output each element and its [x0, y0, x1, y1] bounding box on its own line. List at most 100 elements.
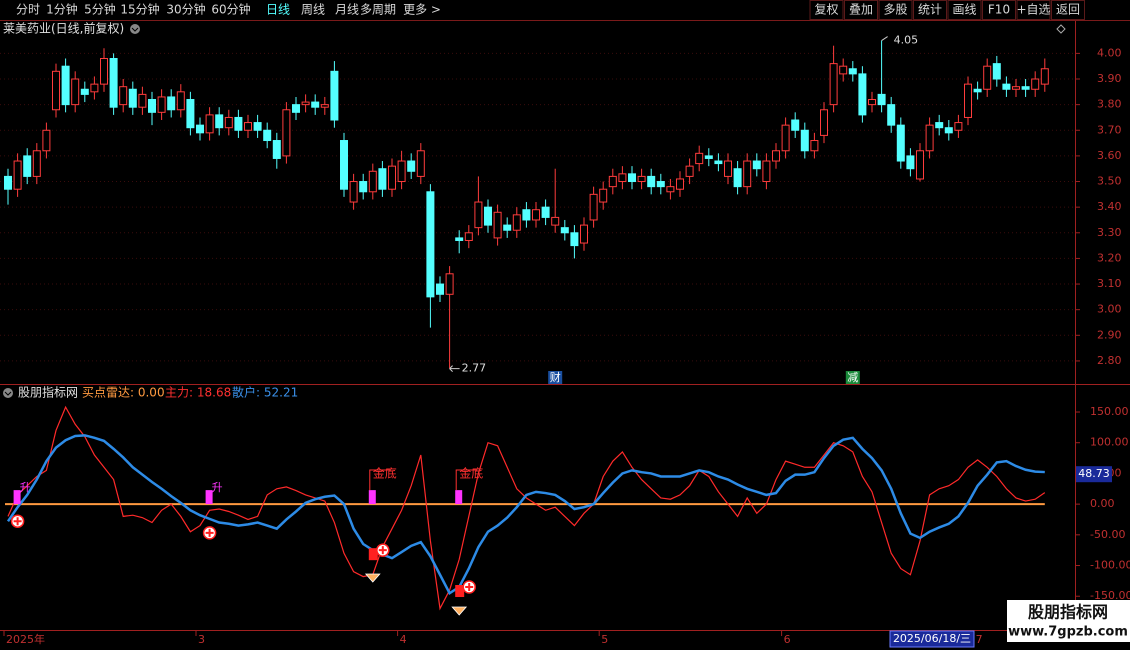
signal-label: 升	[212, 481, 223, 494]
candle-body	[474, 201, 483, 229]
candle-body	[330, 70, 339, 121]
y-tick-label: 3.10	[1097, 277, 1122, 290]
toolbar-item[interactable]: 更多 >	[403, 3, 441, 17]
y-tick-label: 4.00	[1097, 46, 1122, 59]
candle-body	[810, 140, 819, 152]
candle-body	[608, 175, 617, 188]
event-badge[interactable]	[548, 371, 563, 384]
candle-body	[877, 93, 886, 106]
event-label[interactable]: 减	[847, 371, 858, 384]
toolbar-item[interactable]: 30分钟	[166, 2, 205, 17]
toolbar-button[interactable]	[844, 0, 878, 20]
event-label[interactable]: 财	[550, 370, 561, 384]
candle-body	[848, 68, 857, 75]
annotation-arrow	[449, 365, 460, 372]
y-tick-label: 150.00	[1090, 405, 1129, 418]
event-badge[interactable]	[845, 371, 860, 384]
cursor-value-label: 48.73	[1078, 467, 1110, 480]
candle-body	[186, 99, 195, 129]
candle-body	[244, 122, 252, 131]
candle-body	[301, 101, 310, 106]
annotation-arrow	[881, 36, 888, 41]
signal-diamond	[451, 606, 468, 616]
toolbar-item[interactable]: 周线	[301, 3, 325, 17]
toolbar-item[interactable]: 多周期	[360, 3, 396, 17]
candle-body	[1031, 78, 1040, 90]
toolbar-item[interactable]: 15分钟	[120, 2, 159, 17]
toolbar-button[interactable]	[878, 0, 913, 20]
signal-plus	[13, 517, 22, 526]
x-tick-label: 3	[198, 633, 205, 646]
signal-plus	[378, 546, 387, 555]
candle-body	[176, 91, 185, 111]
candle-body	[522, 209, 531, 221]
candle-body	[1040, 68, 1049, 85]
title-menu-icon[interactable]	[130, 24, 140, 34]
toolbar-button-label[interactable]: 画线	[952, 3, 976, 17]
candle-body	[560, 227, 569, 234]
toolbar-item[interactable]: 分时	[16, 3, 40, 17]
toolbar-item[interactable]: 60分钟	[211, 2, 250, 17]
toolbar-button-label[interactable]: F10	[988, 3, 1010, 17]
candle-body	[138, 93, 147, 108]
toolbar-button-label[interactable]: 复权	[814, 3, 838, 17]
candle-body	[13, 160, 22, 190]
candle-body	[311, 101, 320, 108]
candle-body	[973, 88, 982, 93]
indicator-menu-icon[interactable]	[3, 388, 13, 398]
toolbar-item[interactable]: 月线	[335, 3, 359, 17]
candle-body	[839, 65, 848, 75]
chart-title: 莱美药业(日线,前复权)	[3, 21, 124, 36]
y-tick-label: 0.00	[1090, 497, 1115, 510]
candle-body	[724, 160, 732, 177]
toolbar-button-label[interactable]: 叠加	[849, 3, 873, 17]
toolbar-item[interactable]: 1分钟	[46, 2, 78, 17]
candle-body	[436, 283, 444, 295]
toolbar-item[interactable]: 日线	[266, 3, 290, 17]
y-tick-label: 3.60	[1097, 149, 1122, 162]
candle-body	[292, 104, 300, 113]
toolbar-button-label[interactable]: 统计	[918, 3, 942, 17]
candle-body	[752, 160, 761, 170]
candle-body	[1021, 86, 1030, 90]
candle-body	[800, 129, 809, 152]
y-tick-label: 3.20	[1097, 251, 1122, 264]
candle-body	[157, 96, 166, 113]
toolbar-button-label[interactable]: 多股	[883, 3, 907, 17]
toolbar-button-label[interactable]: 返回	[1056, 3, 1080, 17]
candle-body	[167, 96, 176, 111]
toolbar-button[interactable]	[982, 0, 1016, 20]
candle-body	[954, 122, 963, 131]
toolbar-button-label[interactable]: +自选	[1016, 3, 1050, 17]
y-tick-label: 3.40	[1097, 200, 1122, 213]
candle-body	[397, 160, 406, 183]
candle-body	[532, 209, 540, 221]
toolbar-button[interactable]	[947, 0, 982, 20]
candle-body	[205, 114, 214, 134]
candle-body	[416, 150, 425, 177]
toolbar-item[interactable]: 5分钟	[84, 2, 116, 17]
readout: 买点雷达: 0.00	[82, 386, 165, 400]
indicator-line	[7, 405, 1046, 611]
candle-body	[829, 63, 838, 106]
candle-body	[992, 63, 1001, 80]
x-tick-label: 2025年	[6, 632, 45, 646]
candle-body	[1012, 86, 1020, 90]
candle-body	[964, 83, 972, 118]
y-tick-label: -50.00	[1090, 528, 1125, 541]
candle-body	[23, 155, 32, 177]
toolbar-button[interactable]	[1051, 0, 1085, 20]
toolbar-button[interactable]	[809, 0, 844, 20]
candle-body	[61, 65, 70, 106]
y-tick-label: 3.50	[1097, 175, 1122, 188]
candle-body	[407, 160, 416, 172]
signal-label: 升	[20, 481, 31, 494]
candle-body	[916, 150, 924, 180]
signal-diamond	[364, 573, 381, 583]
candle-body	[772, 150, 780, 162]
candle-body	[512, 214, 521, 231]
toolbar-button[interactable]	[913, 0, 947, 20]
candle-body	[196, 124, 204, 134]
toolbar-button[interactable]	[1016, 0, 1051, 20]
annotation: 4.05	[894, 34, 919, 47]
